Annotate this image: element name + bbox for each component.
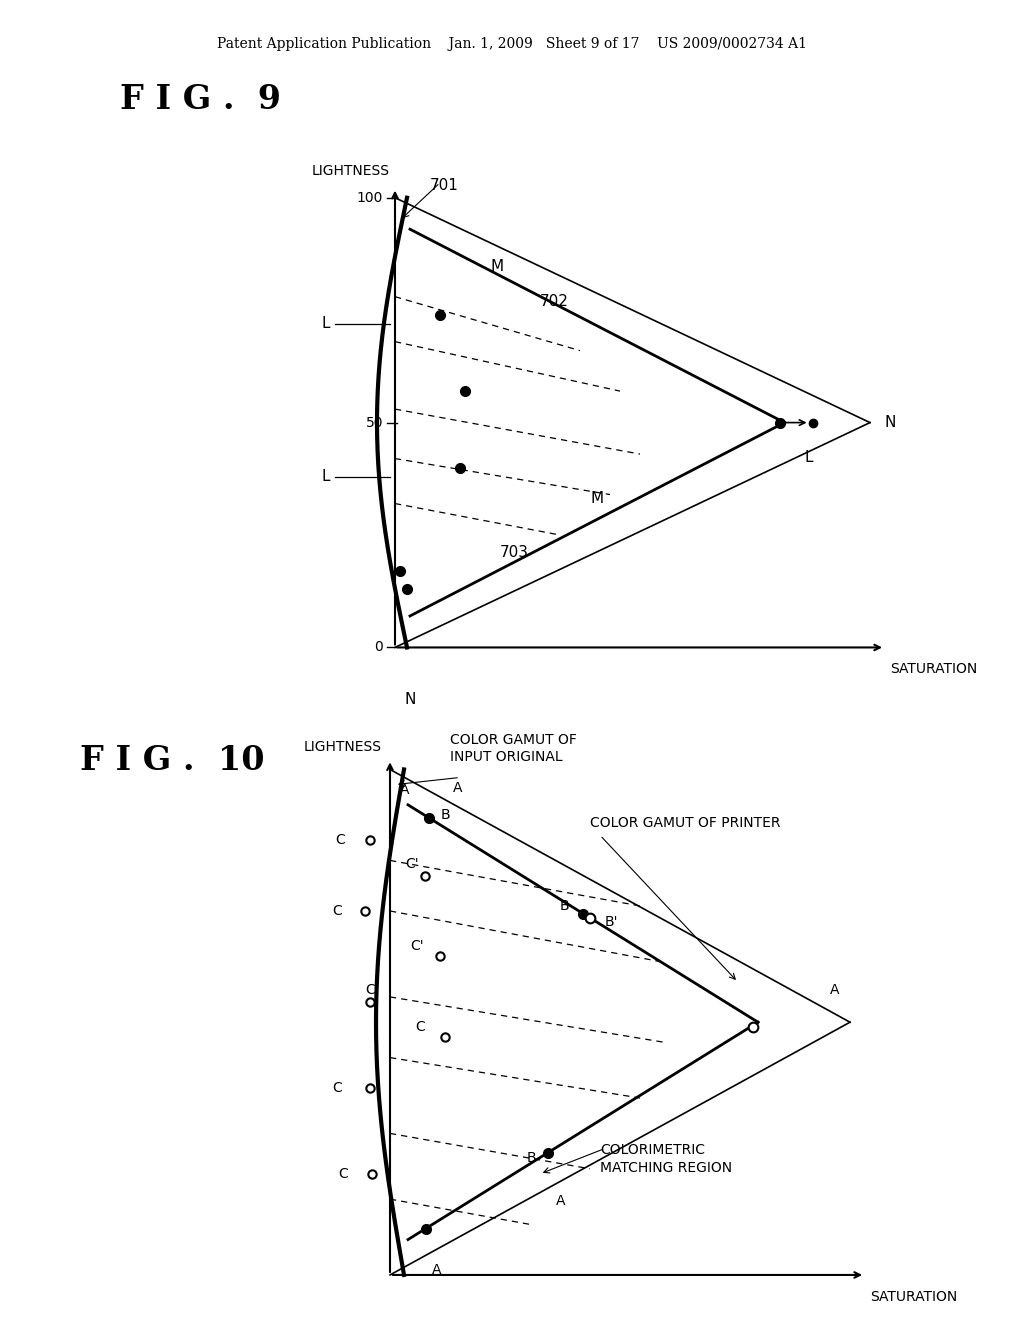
Text: C: C: [415, 1020, 425, 1035]
Text: COLORIMETRIC
MATCHING REGION: COLORIMETRIC MATCHING REGION: [600, 1143, 732, 1175]
Text: B: B: [560, 899, 569, 913]
Text: 50: 50: [366, 416, 383, 429]
Text: B: B: [526, 1151, 537, 1166]
Text: C: C: [365, 983, 375, 997]
Text: A: A: [432, 1263, 441, 1276]
Text: L: L: [322, 469, 330, 484]
Text: Patent Application Publication    Jan. 1, 2009   Sheet 9 of 17    US 2009/000273: Patent Application Publication Jan. 1, 2…: [217, 37, 807, 51]
Text: C': C': [410, 940, 424, 953]
Text: B': B': [605, 915, 618, 929]
Text: 702: 702: [540, 294, 569, 309]
Text: C: C: [338, 1167, 348, 1181]
Text: L: L: [805, 450, 813, 465]
Text: LIGHTNESS: LIGHTNESS: [312, 164, 390, 178]
Text: C: C: [332, 904, 342, 917]
Text: N: N: [406, 693, 417, 708]
Text: A: A: [454, 780, 463, 795]
Text: M: M: [590, 491, 603, 506]
Text: A: A: [400, 783, 410, 797]
Text: COLOR GAMUT OF PRINTER: COLOR GAMUT OF PRINTER: [590, 816, 780, 830]
Text: A: A: [830, 983, 840, 997]
Text: LIGHTNESS: LIGHTNESS: [304, 741, 382, 755]
Text: 100: 100: [356, 190, 383, 205]
Text: A: A: [556, 1195, 565, 1209]
Text: SATURATION: SATURATION: [890, 663, 977, 676]
Text: N: N: [885, 414, 896, 430]
Text: F I G .  10: F I G . 10: [80, 744, 264, 777]
Text: 0: 0: [374, 640, 383, 655]
Text: 703: 703: [500, 545, 529, 560]
Text: F I G .  9: F I G . 9: [120, 83, 281, 116]
Text: C: C: [335, 833, 345, 847]
Text: C: C: [332, 1081, 342, 1094]
Text: SATURATION: SATURATION: [870, 1290, 957, 1304]
Text: L: L: [322, 317, 330, 331]
Text: B: B: [440, 808, 451, 822]
Text: C': C': [406, 857, 419, 871]
Text: 701: 701: [430, 178, 459, 193]
Text: COLOR GAMUT OF
INPUT ORIGINAL: COLOR GAMUT OF INPUT ORIGINAL: [450, 733, 577, 764]
Text: M: M: [490, 259, 503, 273]
